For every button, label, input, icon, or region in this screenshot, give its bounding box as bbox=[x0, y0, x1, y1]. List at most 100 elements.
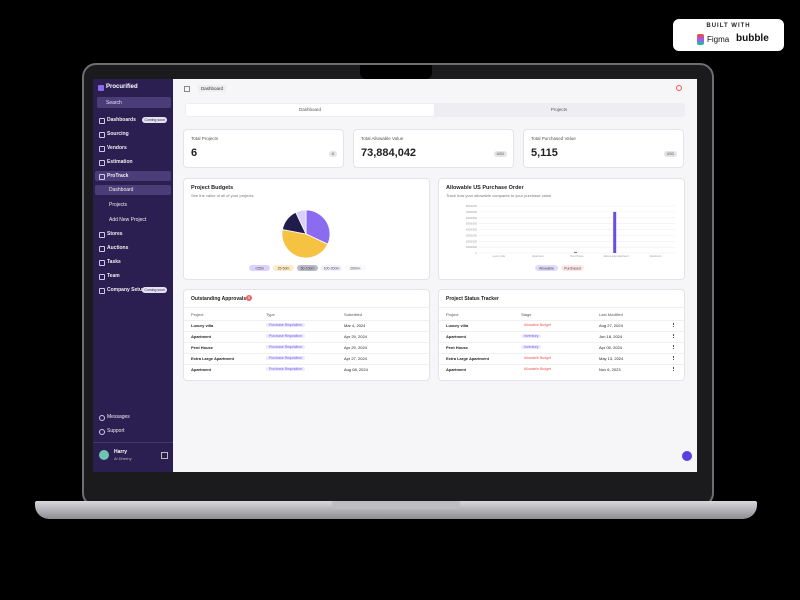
tab[interactable]: Dashboard bbox=[186, 104, 434, 116]
nav-item[interactable]: Estimation bbox=[95, 157, 171, 167]
status-pill: Purchase Requisition bbox=[266, 323, 306, 327]
nav-icon bbox=[99, 132, 105, 138]
nav-item[interactable]: Sourcing bbox=[95, 129, 171, 139]
logo bbox=[98, 85, 104, 91]
cell: Apr 05, 2024 bbox=[599, 345, 622, 350]
pie-slice bbox=[305, 209, 331, 245]
cell: Mar 4, 2024 bbox=[344, 323, 366, 328]
nav-item[interactable]: Vendors bbox=[95, 143, 171, 153]
card-title: Outstanding Approvals bbox=[191, 296, 247, 302]
tab-label: Dashboard bbox=[298, 107, 321, 112]
sub-nav-item[interactable]: Add New Project bbox=[95, 215, 171, 225]
nav-badge: Coming soon bbox=[142, 117, 167, 123]
legend-label: Purchased bbox=[564, 267, 581, 271]
nav-item[interactable]: ProTrack bbox=[95, 171, 171, 181]
bar-chart: 0 10000000 20000000 30000000 40000000 5000000… bbox=[466, 205, 675, 271]
row-menu[interactable] bbox=[673, 323, 675, 327]
nav-item[interactable]: Company Setup Coming soon bbox=[95, 285, 171, 295]
search-placeholder: Search bbox=[106, 100, 122, 106]
row-menu[interactable] bbox=[673, 334, 675, 338]
nav-label: Company Setup bbox=[107, 287, 146, 293]
nav-icon bbox=[99, 429, 105, 435]
legend-label: 100-200m bbox=[324, 267, 340, 271]
nav-label: Messages bbox=[107, 414, 130, 420]
cell: Luxury villa bbox=[191, 323, 214, 328]
row-divider bbox=[439, 331, 684, 332]
status-pill: Allowable Budget bbox=[524, 323, 552, 327]
cell: Pent House bbox=[446, 345, 469, 350]
status-pill: Purchase Requisition bbox=[266, 345, 306, 349]
card-title: Allowable US Purchase Order bbox=[446, 185, 524, 191]
cell: Apr 27, 2024 bbox=[344, 356, 367, 361]
bar bbox=[574, 252, 577, 253]
stat-badge: 6 bbox=[329, 151, 337, 157]
nav-item[interactable]: Support bbox=[95, 426, 171, 436]
nav-item[interactable]: Dashboards Coming soon bbox=[95, 115, 171, 125]
row-menu[interactable] bbox=[673, 367, 675, 371]
nav-item[interactable]: Messages bbox=[95, 412, 171, 422]
nav-item[interactable]: Team bbox=[95, 271, 171, 281]
stat-badge: USD bbox=[493, 151, 507, 157]
nav-label: Auctions bbox=[107, 245, 129, 251]
row-divider bbox=[184, 353, 429, 354]
nav-icon bbox=[99, 118, 105, 124]
x-tick-label: Luxury villa bbox=[492, 255, 505, 258]
y-tick-label: 0 bbox=[476, 252, 478, 255]
row-menu[interactable] bbox=[673, 345, 675, 349]
cell: May 13, 2024 bbox=[599, 356, 624, 361]
legend-pill bbox=[561, 265, 584, 271]
row-divider bbox=[439, 364, 684, 365]
purchase-card: Allowable US Purchase Order Track how you… bbox=[438, 178, 685, 280]
row-divider bbox=[439, 353, 684, 354]
nav-label: Tasks bbox=[107, 259, 121, 265]
row-menu[interactable] bbox=[673, 356, 675, 360]
brand: Procurified bbox=[106, 84, 138, 90]
tracker-card: Project Status Tracker Project Stage Last M… bbox=[438, 289, 685, 381]
divider bbox=[184, 307, 429, 308]
notification[interactable] bbox=[676, 85, 682, 91]
legend-label: 25-50m bbox=[278, 267, 290, 271]
legend-pill bbox=[345, 265, 366, 271]
tab[interactable]: Projects bbox=[435, 104, 683, 116]
sub-nav-item[interactable]: Projects bbox=[95, 200, 171, 210]
legend-pill bbox=[273, 265, 294, 271]
approvals-card: Outstanding Approvals 5 Project Type Submitt… bbox=[183, 289, 430, 381]
screen: Procurified Search Dashboards Coming soon So… bbox=[93, 79, 697, 472]
legend-label: 50-100m bbox=[301, 267, 315, 271]
nav-icon bbox=[99, 260, 105, 266]
row-divider bbox=[184, 320, 429, 321]
chat-button[interactable] bbox=[682, 451, 692, 461]
cell: Apartment bbox=[191, 334, 212, 339]
sub-nav-item[interactable]: Dashboard bbox=[95, 185, 171, 195]
row-divider bbox=[184, 364, 429, 365]
y-tick-label: 50000000 bbox=[466, 223, 478, 226]
status-pill: Purchase Requisition bbox=[266, 334, 306, 338]
logout[interactable] bbox=[161, 452, 168, 459]
nav-label: Stores bbox=[107, 231, 123, 237]
x-tick-label: Extra Large Apartment bbox=[604, 255, 629, 258]
cell: Jun 18, 2024 bbox=[599, 334, 623, 339]
main: Dashboard Dashboard Projects Total Projects… bbox=[173, 79, 697, 472]
stat-label: Total Projects bbox=[191, 136, 219, 141]
x-tick-label: Pent House bbox=[570, 255, 584, 258]
status-pill: Allowable Budget bbox=[524, 356, 552, 360]
nav-item[interactable]: Auctions bbox=[95, 243, 171, 253]
cell: Luxury villa bbox=[446, 323, 469, 328]
budget-card: Project Budgets See the value of all of y… bbox=[183, 178, 430, 280]
pie-slice bbox=[295, 209, 307, 235]
stat-value: 5,115 bbox=[531, 147, 558, 159]
card-title: Project Status Tracker bbox=[446, 296, 499, 302]
nav-item[interactable]: Tasks bbox=[95, 257, 171, 267]
nav-badge: Coming soon bbox=[142, 287, 167, 293]
built-with-badge: BUILT WITH Figma bubble bbox=[673, 19, 784, 51]
nav-label: Support bbox=[107, 428, 125, 434]
status-pill: Inventory bbox=[521, 345, 542, 349]
legend-pill bbox=[249, 265, 270, 271]
stat-label: Total Allowable Value bbox=[361, 136, 404, 141]
nav-item[interactable]: Stores bbox=[95, 229, 171, 239]
y-tick-label: 70000000 bbox=[466, 211, 478, 214]
search-box[interactable]: Search bbox=[97, 97, 171, 108]
nav-icon bbox=[99, 232, 105, 238]
cell: Aug 08, 2024 bbox=[344, 367, 368, 372]
bar bbox=[613, 211, 617, 253]
